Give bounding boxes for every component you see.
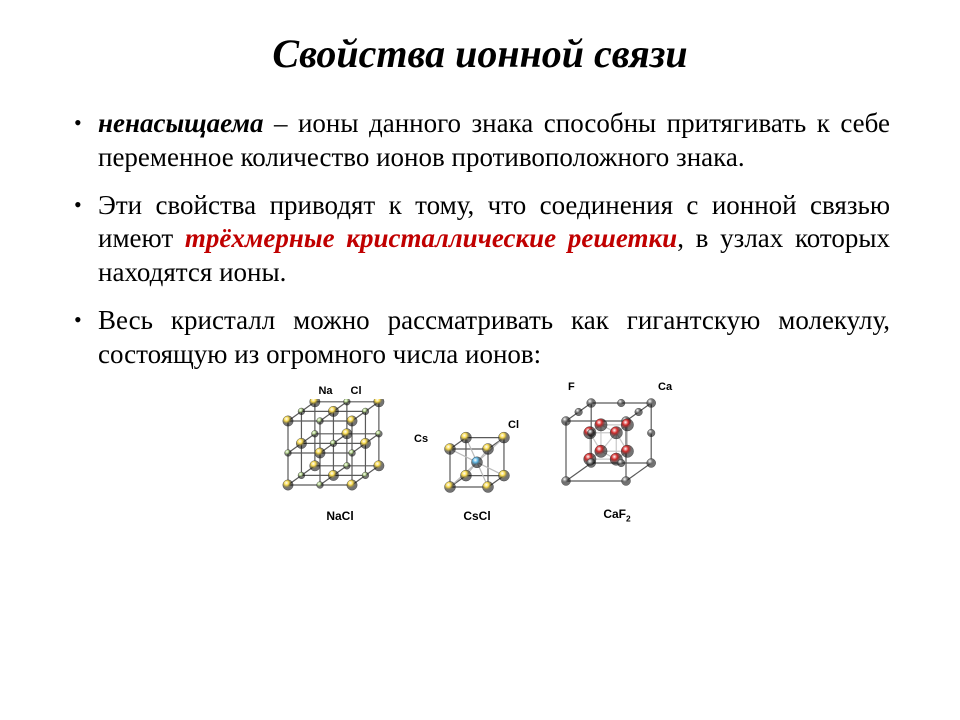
atom-label-ca: Ca bbox=[658, 381, 672, 393]
bullet-list: ненасыщаема – ионы данного знака способн… bbox=[70, 107, 890, 371]
lattice-svg-box bbox=[274, 399, 406, 506]
slide-title: Свойства ионной связи bbox=[70, 30, 890, 77]
atom-label-f: F bbox=[568, 381, 575, 393]
bullet-item: ненасыщаема – ионы данного знака способн… bbox=[70, 107, 890, 175]
lattice-svg-box bbox=[548, 395, 686, 504]
cscl-lattice-icon bbox=[436, 429, 518, 501]
atom-label-cl: Cl bbox=[508, 419, 519, 431]
atom-label-cs: Cs bbox=[414, 433, 428, 445]
lattice-cscl: Cs Cl CsCl bbox=[436, 429, 518, 523]
lattice-svg-box: Cs Cl bbox=[436, 429, 518, 506]
lattice-label: CaF2 bbox=[603, 507, 630, 523]
atom-label-na: Na bbox=[318, 385, 332, 397]
bullet-item: Весь кристалл можно рассматривать как ги… bbox=[70, 304, 890, 372]
caf2-lattice-icon bbox=[548, 395, 686, 499]
lattice-caf2: F Ca CaF2 bbox=[548, 395, 686, 523]
lattice-label: CsCl bbox=[463, 509, 490, 523]
bullet-text: Весь кристалл можно рассматривать как ги… bbox=[98, 305, 890, 369]
bullet-emphasis: трёхмерные кристаллические решетки bbox=[185, 223, 677, 253]
bullet-item: Эти свойства приводят к тому, что соедин… bbox=[70, 189, 890, 290]
slide: Свойства ионной связи ненасыщаема – ионы… bbox=[0, 0, 960, 720]
lattice-label: NaCl bbox=[326, 509, 353, 523]
bullet-lead: ненасыщаема bbox=[98, 108, 263, 138]
nacl-lattice-icon bbox=[274, 399, 406, 501]
lattice-diagrams: Na Cl NaCl Cs Cl CsCl F Ca CaF2 bbox=[70, 385, 890, 523]
atom-label-cl: Cl bbox=[351, 385, 362, 397]
lattice-nacl: Na Cl NaCl bbox=[274, 385, 406, 523]
lattice-top-labels: Na Cl bbox=[318, 385, 361, 397]
